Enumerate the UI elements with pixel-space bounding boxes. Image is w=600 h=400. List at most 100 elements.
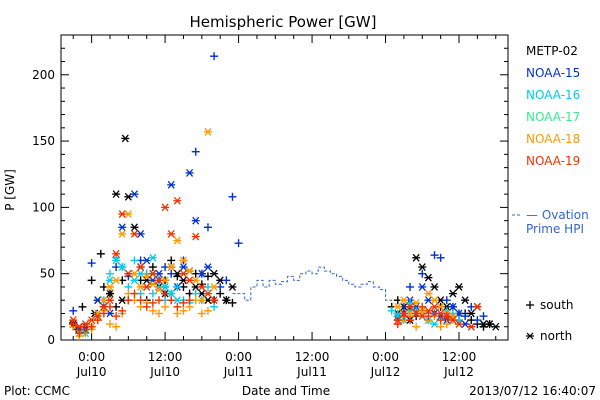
north-marker: [130, 190, 139, 199]
north-marker: [112, 256, 121, 265]
y-tick-label: 200: [32, 68, 55, 82]
north-marker: [393, 316, 402, 325]
south-marker: [412, 322, 421, 331]
north-marker: [112, 190, 121, 199]
x-tick-time: 0:00: [372, 350, 399, 364]
plot-credit: Plot: CCMC: [4, 384, 70, 398]
south-marker: [461, 312, 470, 321]
south-marker: [148, 306, 157, 315]
north-marker: [173, 236, 182, 245]
north-marker: [69, 316, 78, 325]
x-tick-time: 12:00: [148, 350, 183, 364]
north-marker: [118, 229, 127, 238]
south-legend-symbol: [526, 301, 534, 309]
north-marker: [467, 309, 476, 318]
north-marker: [399, 309, 408, 318]
north-marker: [148, 280, 157, 289]
north-marker: [448, 302, 457, 311]
south-marker: [406, 282, 415, 291]
south-marker: [436, 316, 445, 325]
north-marker: [81, 320, 90, 329]
north-marker: [418, 312, 427, 321]
x-tick-date: Jul10: [149, 365, 180, 379]
north-marker: [179, 256, 188, 265]
south-marker: [222, 276, 231, 285]
y-tick-label: 0: [47, 333, 55, 347]
north-marker: [167, 229, 176, 238]
south-marker: [87, 259, 96, 268]
north-marker: [197, 296, 206, 305]
x-tick-date: Jul12: [443, 365, 474, 379]
north-marker: [148, 269, 157, 278]
south-marker: [87, 276, 96, 285]
x-tick-date: Jul10: [76, 365, 107, 379]
north-marker: [197, 269, 206, 278]
south-marker: [148, 298, 157, 307]
north-marker: [424, 289, 433, 298]
north-marker: [228, 283, 237, 291]
south-marker: [75, 329, 84, 338]
y-tick-label: 150: [32, 134, 55, 148]
south-marker: [105, 320, 114, 329]
ovation-legend-label-2: Prime HPI: [526, 222, 584, 236]
north-marker: [448, 289, 457, 298]
timestamp: 2013/07/12 16:40:07: [469, 384, 596, 398]
south-marker: [197, 309, 206, 318]
x-axis-label: Date and Time: [242, 384, 330, 398]
north-marker: [203, 289, 212, 298]
south-marker: [234, 239, 243, 248]
south-marker: [167, 296, 176, 305]
legend-entry: NOAA-15: [526, 66, 580, 80]
north-marker: [393, 302, 402, 311]
north-marker: [430, 302, 439, 311]
north-marker: [112, 276, 121, 285]
north-marker: [430, 320, 439, 329]
y-axis-label: P [GW]: [3, 169, 17, 211]
north-marker: [461, 296, 470, 305]
south-marker: [473, 316, 482, 325]
south-marker: [185, 296, 194, 305]
south-marker: [430, 251, 439, 260]
north-marker: [154, 285, 163, 294]
south-marker: [393, 320, 402, 329]
north-marker: [179, 263, 188, 271]
north-marker: [191, 216, 200, 225]
south-marker: [112, 312, 121, 321]
north-marker: [105, 296, 114, 305]
north-marker: [455, 320, 464, 329]
south-marker: [228, 298, 237, 307]
plot-border: [60, 34, 509, 341]
north-marker: [148, 253, 157, 262]
chart-title: Hemispheric Power [GW]: [190, 13, 377, 31]
south-marker: [406, 316, 415, 325]
north-marker: [203, 263, 212, 271]
south-marker: [179, 298, 188, 307]
ovation-legend-label: — Ovation: [526, 208, 589, 222]
south-marker: [81, 325, 90, 334]
north-marker: [167, 263, 176, 271]
south-marker: [442, 296, 451, 305]
north-marker: [210, 283, 219, 291]
north-marker: [118, 210, 127, 218]
x-tick-time: 0:00: [78, 350, 105, 364]
north-marker: [112, 249, 121, 258]
ovation-line: [232, 266, 393, 307]
x-tick-date: Jul12: [370, 365, 401, 379]
south-marker: [167, 256, 176, 265]
south-marker: [161, 302, 170, 311]
x-tick-date: Jul11: [223, 365, 254, 379]
south-marker: [479, 312, 488, 321]
north-marker: [130, 229, 139, 238]
south-marker: [228, 192, 237, 201]
north-legend-symbol: [526, 332, 534, 340]
north-marker: [222, 296, 231, 305]
north-marker: [179, 269, 188, 278]
south-marker: [142, 302, 151, 311]
north-marker: [118, 223, 127, 232]
south-marker: [161, 289, 170, 298]
north-marker: [412, 309, 421, 318]
plot-frame: [60, 34, 509, 341]
south-marker: [173, 302, 182, 311]
north-marker: [124, 192, 133, 201]
south-marker: [154, 296, 163, 305]
